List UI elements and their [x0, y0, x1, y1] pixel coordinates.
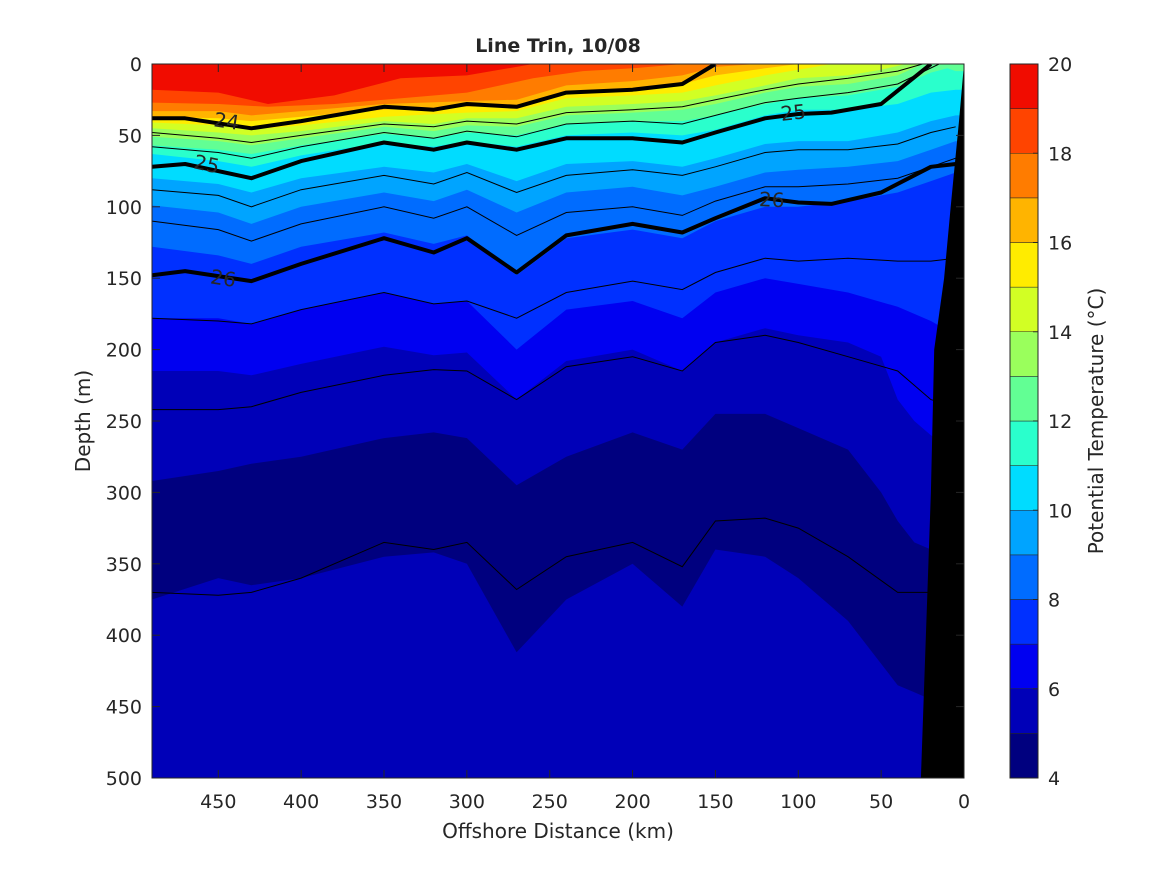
- plot-area: 24 25 25 26 26: [152, 64, 964, 778]
- y-tick-label-150: 150: [106, 268, 142, 290]
- y-tick-label-250: 250: [106, 411, 142, 433]
- colorbar-tick-label-6: 6: [1048, 679, 1060, 701]
- density-label-text: 25: [192, 150, 222, 179]
- colorbar-swatch-6: [1009, 643, 1039, 689]
- x-tick-label-0: 0: [958, 791, 970, 813]
- x-tick-label-350: 350: [366, 791, 402, 813]
- colorbar-swatch-19: [1009, 63, 1039, 109]
- colorbar-tick-label-8: 8: [1048, 590, 1060, 612]
- colorbar-swatch-7: [1009, 599, 1039, 645]
- density-contour-25: [152, 64, 933, 181]
- colorbar-swatch-14: [1009, 286, 1039, 332]
- y-tick-label-300: 300: [106, 482, 142, 504]
- y-tick-label-350: 350: [106, 554, 142, 576]
- colorbar-swatch-12: [1009, 376, 1039, 422]
- density-label-25-b: 25: [779, 99, 807, 126]
- x-tick-label-50: 50: [869, 791, 893, 813]
- y-tick-label-500: 500: [106, 768, 142, 790]
- y-axis-ticks: 0 50 100 150 200 250 300 350 400 450 500: [106, 54, 964, 790]
- x-tick-label-150: 150: [697, 791, 733, 813]
- colorbar-label: Potential Temperature (°C): [1084, 288, 1108, 555]
- colorbar: 4 6 8 10 12 14 16 18 20: [1009, 54, 1072, 790]
- colorbar-swatch-13: [1009, 331, 1039, 377]
- thin-contour-6: [152, 334, 956, 411]
- thin-contour-1: [152, 64, 923, 144]
- colorbar-tick-label-20: 20: [1048, 54, 1072, 76]
- x-tick-label-100: 100: [780, 791, 816, 813]
- colorbar-tick-label-4: 4: [1048, 768, 1060, 790]
- colorbar-swatch-10: [1009, 465, 1039, 511]
- colorbar-tick-label-14: 14: [1048, 322, 1072, 344]
- density-label-text: 25: [779, 99, 807, 126]
- colorbar-tick-label-12: 12: [1048, 411, 1072, 433]
- density-label-25: 25: [192, 150, 222, 179]
- density-label-text: 26: [209, 264, 238, 292]
- colorbar-swatch-11: [1009, 420, 1039, 466]
- density-contour-26: [152, 162, 956, 284]
- density-contour-24: [152, 64, 717, 131]
- y-tick-label-400: 400: [106, 625, 142, 647]
- thin-contour-5: [152, 257, 956, 325]
- colorbar-tick-label-16: 16: [1048, 233, 1072, 255]
- y-tick-label-0: 0: [130, 54, 142, 76]
- bathymetry-seafloor: [920, 64, 964, 778]
- bathymetry-layer: [920, 64, 964, 778]
- colorbar-swatch-9: [1009, 510, 1039, 556]
- x-tick-label-250: 250: [532, 791, 568, 813]
- density-label-26: 26: [209, 264, 238, 292]
- y-tick-label-450: 450: [106, 697, 142, 719]
- colorbar-tick-label-18: 18: [1048, 143, 1072, 165]
- x-axis-label: Offshore Distance (km): [442, 819, 674, 843]
- density-label-26-b: 26: [759, 187, 785, 212]
- colorbar-swatch-16: [1009, 197, 1039, 243]
- thin-contour-2: [152, 64, 940, 159]
- colorbar-tick-label-10: 10: [1048, 500, 1072, 522]
- colorbar-swatch-15: [1009, 242, 1039, 288]
- temperature-fill-layer: [152, 64, 964, 778]
- x-tick-label-450: 450: [200, 791, 236, 813]
- y-tick-label-50: 50: [118, 125, 142, 147]
- density-label-text: 24: [212, 107, 241, 135]
- contour-label-layer: 24 25 25 26 26: [192, 99, 808, 292]
- chart-title: Line Trin, 10/08: [475, 35, 641, 57]
- contour-line-layer: [152, 64, 956, 596]
- thin-contour-4: [152, 157, 956, 242]
- colorbar-swatch-8: [1009, 554, 1039, 600]
- x-tick-label-300: 300: [449, 791, 485, 813]
- x-axis-ticks: 450 400 350 300 250 200 150 100 50 0: [200, 64, 970, 813]
- x-tick-label-200: 200: [614, 791, 650, 813]
- y-tick-label-100: 100: [106, 197, 142, 219]
- colorbar-swatch-5: [1009, 688, 1039, 734]
- density-label-24: 24: [212, 107, 241, 135]
- colorbar-swatch-18: [1009, 108, 1039, 154]
- x-tick-label-400: 400: [283, 791, 319, 813]
- thin-contour-3: [152, 126, 956, 208]
- y-axis-label: Depth (m): [71, 370, 95, 472]
- temperature-band-19-20: [152, 64, 964, 104]
- y-tick-label-200: 200: [106, 340, 142, 362]
- thin-contour-7: [152, 517, 931, 596]
- colorbar-swatch-17: [1009, 153, 1039, 199]
- density-label-text: 26: [759, 187, 785, 212]
- colorbar-swatch-4: [1009, 733, 1039, 779]
- colorbar-frame: [1009, 63, 1039, 779]
